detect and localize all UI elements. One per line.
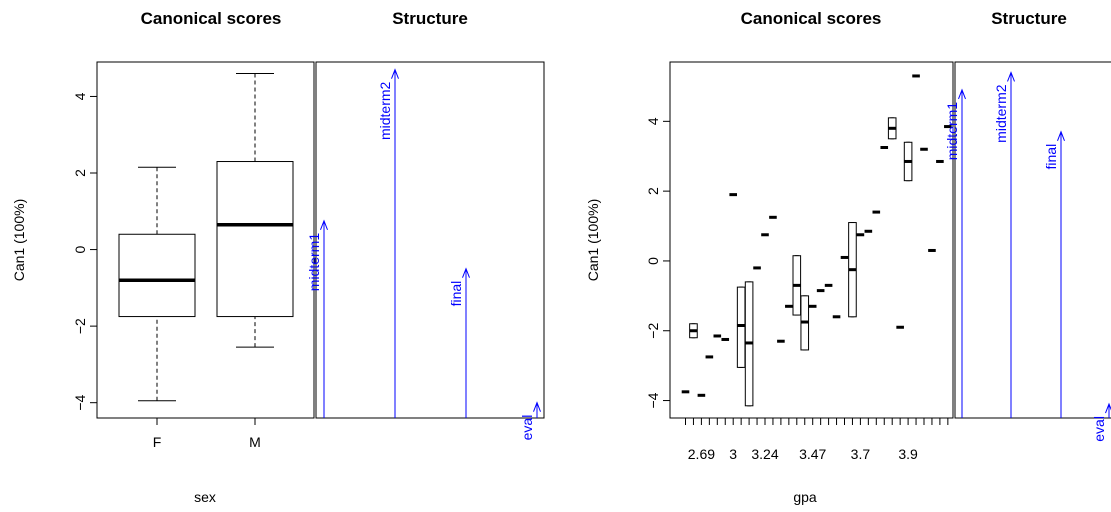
sex-x-axis-label: sex: [194, 489, 216, 505]
sex-structure-vector-label: final: [448, 281, 464, 307]
gpa-x-axis: 2.69 3 3.24 3.47 3.7 3.9: [685, 417, 949, 462]
gpa-scores-title: Canonical scores: [741, 9, 882, 28]
gpa-scores-plot-frame: [669, 61, 954, 419]
sex-boxes: [118, 72, 294, 402]
sex-structure-vector-arrowhead: [462, 267, 470, 278]
sex-y-tick-label: −4: [72, 394, 88, 410]
sex-structure-vector-label: midterm2: [377, 81, 393, 140]
gpa-structure-vector-arrowhead: [1007, 71, 1015, 82]
sex-y-tick-label: 2: [72, 169, 88, 177]
gpa-box-7-box: [736, 286, 746, 368]
gpa-y-axis-label: Can1 (100%): [585, 199, 601, 282]
sex-structure-title: Structure: [392, 9, 468, 28]
sex-y-tick-label: −2: [72, 318, 88, 334]
gpa-y-axis: −4 −2 0 2 4: [645, 117, 671, 409]
gpa-y-tick-label: 0: [645, 257, 661, 265]
gpa-x-tick-label: 3: [729, 446, 737, 462]
sex-structure-frame: [315, 61, 545, 419]
sex-box-M-box: [216, 161, 294, 318]
gpa-y-tick-label: 4: [645, 117, 661, 125]
gpa-structure-vector-arrowhead: [1105, 402, 1111, 414]
gpa-structure-vectors: midterm1 midterm2 final eval: [944, 71, 1111, 442]
sex-x-tick-label: M: [249, 434, 261, 450]
gpa-x-tick-label: 3.7: [851, 446, 871, 462]
gpa-y-tick-label: −2: [645, 323, 661, 339]
gpa-y-tick-label: −4: [645, 392, 661, 408]
sex-x-tick-label: F: [153, 434, 162, 450]
sex-structure-vector-arrowhead: [533, 401, 541, 412]
gpa-structure-panel: Structure midterm1 midterm2 final eval: [944, 9, 1111, 442]
sex-y-tick-label: 4: [72, 92, 88, 100]
sex-box-F-box: [118, 233, 196, 318]
sex-structure-vector-label: midterm1: [306, 233, 322, 292]
gpa-x-axis-label: gpa: [793, 489, 817, 505]
sex-y-axis-label: Can1 (100%): [11, 199, 27, 282]
gpa-x-tick-label: 3.24: [751, 446, 778, 462]
sex-structure-vectors: midterm1 midterm2 final eval: [306, 68, 541, 441]
gpa-structure-vector-label: eval: [1091, 416, 1107, 442]
gpa-y-tick-label: 2: [645, 187, 661, 195]
sex-y-tick-label: 0: [72, 245, 88, 253]
gpa-structure-frame: [954, 61, 1111, 419]
sex-structure-vector-arrowhead: [320, 219, 328, 231]
sex-scores-title: Canonical scores: [141, 9, 282, 28]
gpa-structure-vector-label: final: [1043, 144, 1059, 170]
gpa-boxes: [681, 74, 952, 407]
gpa-structure-vector-label: midterm1: [944, 102, 960, 161]
gpa-x-tick-label: 3.9: [898, 446, 918, 462]
gpa-structure-vector-arrowhead: [958, 88, 966, 100]
gpa-scores-panel: Canonical scores −4 −2 0 2 4 2.69 3 3.24 3.47 3.…: [585, 9, 954, 505]
gpa-x-tick-label: 3.47: [799, 446, 826, 462]
sex-structure-vector-arrowhead: [391, 68, 399, 79]
sex-structure-vector-label: eval: [519, 415, 535, 441]
sex-y-axis: −4 −2 0 2 4: [72, 92, 98, 411]
gpa-x-tick-label: 2.69: [688, 446, 715, 462]
gpa-structure-vector-label: midterm2: [993, 84, 1009, 143]
gpa-structure-title: Structure: [991, 9, 1067, 28]
sex-structure-panel: Structure midterm1 midterm2 final eval: [306, 9, 545, 441]
gpa-structure-vector-arrowhead: [1057, 130, 1065, 141]
